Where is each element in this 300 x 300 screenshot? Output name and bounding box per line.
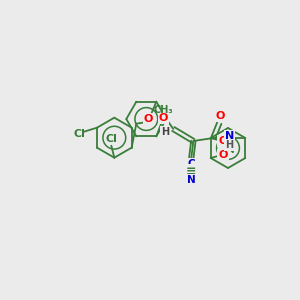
Text: O: O bbox=[216, 111, 225, 121]
Text: O: O bbox=[218, 150, 227, 160]
Text: H: H bbox=[225, 140, 233, 150]
Text: N: N bbox=[225, 131, 234, 141]
Text: O: O bbox=[144, 114, 153, 124]
Text: O: O bbox=[159, 113, 168, 123]
Text: Cl: Cl bbox=[105, 134, 117, 144]
Text: O: O bbox=[218, 136, 227, 146]
Text: N: N bbox=[187, 175, 196, 185]
Text: C: C bbox=[188, 159, 195, 169]
Text: CH₃: CH₃ bbox=[154, 105, 173, 115]
Text: H: H bbox=[161, 127, 169, 137]
Text: Cl: Cl bbox=[73, 129, 85, 139]
Text: ≡: ≡ bbox=[186, 166, 196, 178]
